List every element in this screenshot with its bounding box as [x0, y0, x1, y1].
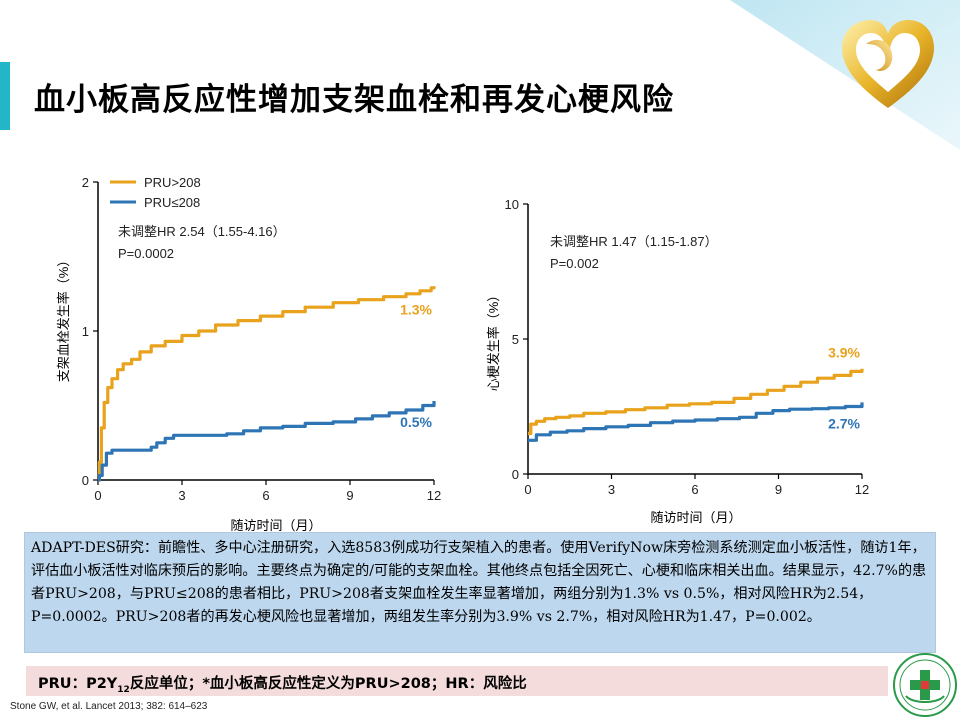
legend-label-low: PRU≤208	[144, 195, 200, 210]
x-tick-label: 6	[691, 482, 698, 497]
p-value-annotation: P=0.002	[550, 256, 599, 271]
x-tick-label: 3	[178, 488, 185, 503]
x-axis-label: 随访时间（月）	[650, 510, 741, 525]
hr-annotation: 未调整HR 2.54（1.55-4.16）	[118, 224, 286, 239]
axes: 0 3 6 9 12 0 5 10	[505, 197, 870, 497]
x-tick-label: 9	[346, 488, 353, 503]
x-tick-label: 6	[262, 488, 269, 503]
series-line-high	[528, 368, 864, 436]
y-tick-label: 0	[82, 473, 89, 488]
y-tick-label: 5	[512, 332, 519, 347]
note-prefix: PRU：P2Y	[38, 676, 118, 692]
series-line-low	[528, 402, 864, 442]
x-axis-label: 随访时间（月）	[230, 518, 321, 533]
hr-annotation: 未调整HR 1.47（1.15-1.87）	[550, 234, 718, 249]
page-title: 血小板高反应性增加支架血栓和再发心梗风险	[34, 82, 674, 118]
y-axis-label: 心梗发生率（%）	[486, 289, 501, 392]
myocardial-infarction-chart: 0 3 6 9 12 0 5 10 3.9% 2.7% 心梗发生率（%） 随访时间（月） 未调整H…	[482, 190, 896, 530]
note-subscript: 12	[117, 684, 130, 695]
study-description: ADAPT-DES研究：前瞻性、多中心注册研究，入选8583例成功行支架植入的患…	[31, 540, 927, 625]
study-description-box: ADAPT-DES研究：前瞻性、多中心注册研究，入选8583例成功行支架植入的患…	[24, 532, 936, 653]
y-tick-label: 1	[82, 324, 89, 339]
p-value-annotation: P=0.0002	[118, 246, 174, 261]
y-axis-label: 支架血栓发生率（%）	[56, 254, 71, 383]
y-tick-label: 10	[505, 197, 519, 212]
hospital-emblem-icon	[893, 653, 957, 717]
series-end-label-low: 0.5%	[400, 414, 432, 430]
note-suffix: 反应单位；*血小板高反应性定义为PRU>208；HR：风险比	[129, 676, 527, 692]
heart-logo-icon	[842, 20, 934, 108]
series-line-low	[97, 401, 436, 482]
y-tick-label: 0	[512, 467, 519, 482]
x-tick-label: 12	[855, 482, 869, 497]
y-tick-label: 2	[82, 175, 89, 190]
x-tick-label: 12	[427, 488, 441, 503]
plot-area: 0 3 6 9 12 0 5 10 3.9% 2.7%	[505, 197, 870, 497]
abbreviation-note: PRU：P2Y12反应单位；*血小板高反应性定义为PRU>208；HR：风险比	[38, 672, 527, 695]
series-end-label-low: 2.7%	[828, 415, 860, 431]
x-tick-label: 9	[775, 482, 782, 497]
x-tick-label: 0	[524, 482, 531, 497]
legend: PRU>208 PRU≤208	[110, 175, 201, 210]
reference-citation: Stone GW, et al. Lancet 2013; 382: 614–6…	[10, 701, 208, 712]
series-line-high	[97, 286, 436, 482]
stent-thrombosis-chart: 0 3 6 9 12 0 1 2 1.3% 0.5% 支架血栓发生率（%） 随访时间（月） PRU…	[52, 170, 472, 536]
x-tick-label: 0	[94, 488, 101, 503]
series-end-label-high: 1.3%	[400, 301, 432, 317]
abbreviation-note-box: PRU：P2Y12反应单位；*血小板高反应性定义为PRU>208；HR：风险比	[26, 666, 888, 696]
myocardial-infarction-plot: 0 3 6 9 12 0 5 10 3.9% 2.7% 心梗发生率（%） 随访时间（月） 未调整H…	[486, 197, 870, 525]
series-end-label-high: 3.9%	[828, 345, 860, 361]
legend-label-high: PRU>208	[144, 175, 201, 190]
x-tick-label: 3	[608, 482, 615, 497]
title-accent-bar	[0, 62, 10, 130]
